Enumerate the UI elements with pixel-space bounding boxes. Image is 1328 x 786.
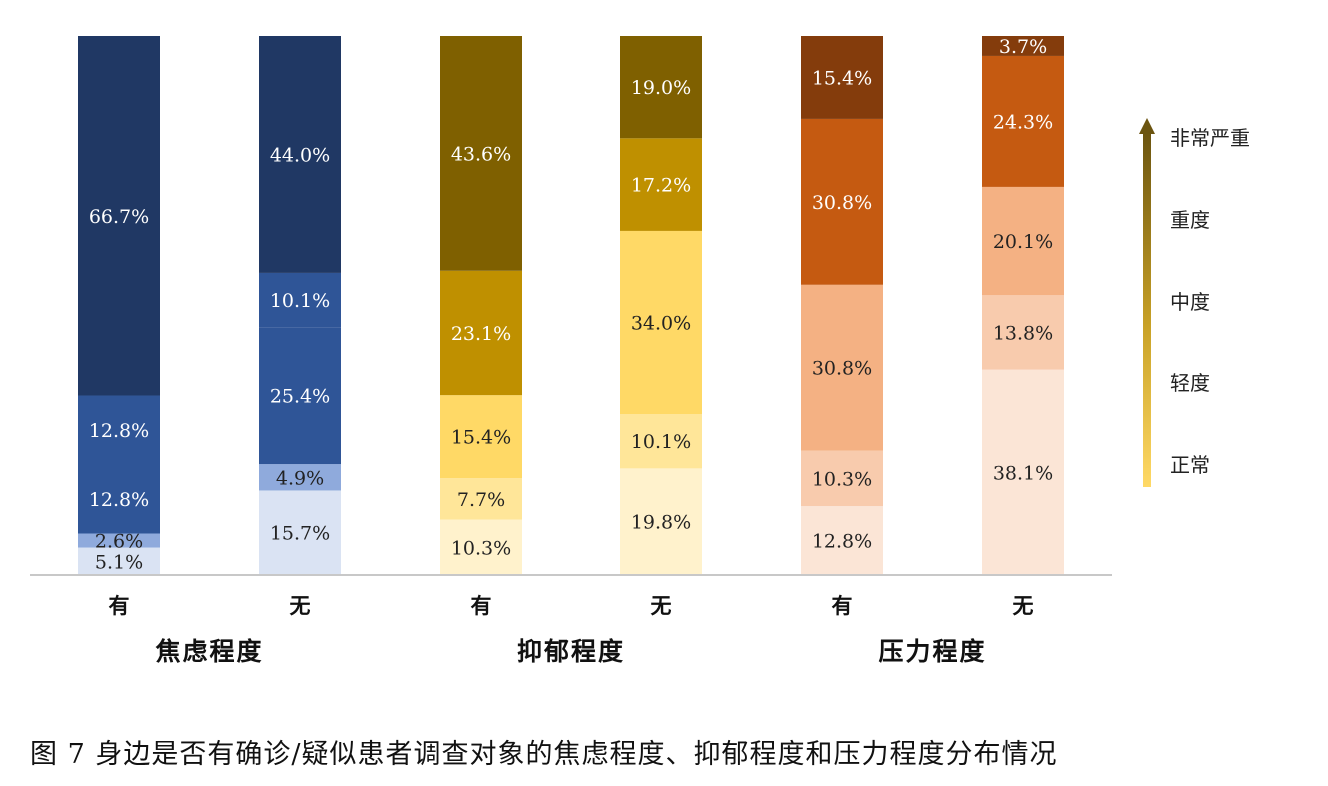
- bars-layer: 5.1%2.6% 12.8% 12.8% 66.7% 15.7% 4.9% 25.4% 10.…: [78, 36, 1064, 575]
- data-label: 24.3%: [993, 111, 1053, 133]
- data-label: 38.1%: [993, 462, 1053, 484]
- bar-segment: [440, 519, 522, 575]
- data-label: 30.8%: [812, 358, 872, 380]
- bar-segment: [620, 414, 702, 469]
- data-label: 4.9%: [276, 467, 324, 489]
- data-label: 5.1%: [95, 551, 143, 573]
- bar-segment: [620, 468, 702, 575]
- data-label: 2.6%: [95, 531, 143, 553]
- data-label: 10.3%: [451, 537, 511, 559]
- data-label: 19.0%: [631, 77, 691, 99]
- legend-gradient-bar: [1143, 133, 1151, 487]
- data-label: 43.6%: [451, 143, 511, 165]
- category-tick-label: 无: [1013, 593, 1034, 618]
- data-label: 15.4%: [451, 427, 511, 449]
- bar-segment: [801, 36, 883, 119]
- group-label: 压力程度: [878, 637, 986, 666]
- legend-level-label: 正常: [1170, 453, 1210, 477]
- figure-caption: 图 7 身边是否有确诊/疑似患者调查对象的焦虑程度、抑郁程度和压力程度分布情况: [30, 739, 1058, 770]
- group-label: 焦虑程度: [155, 637, 263, 666]
- bar-segment: [620, 138, 702, 231]
- data-label: 10.1%: [631, 431, 691, 453]
- bar-segment: [440, 36, 522, 271]
- category-tick-label: 无: [290, 593, 311, 618]
- category-tick-label: 有: [471, 593, 492, 618]
- data-label: 44.0%: [270, 144, 330, 166]
- data-label: 34.0%: [631, 312, 691, 334]
- legend-level-label: 轻度: [1170, 371, 1210, 395]
- legend-level-label: 中度: [1170, 290, 1210, 314]
- bar-segment: [78, 533, 160, 548]
- bar-segment: [982, 369, 1064, 575]
- bar-segment: [982, 295, 1064, 370]
- data-label: 12.8%: [812, 531, 872, 553]
- bar-segment: [982, 55, 1064, 187]
- data-label: 15.7%: [270, 523, 330, 545]
- bar-segment: [259, 490, 341, 575]
- legend-arrow-icon: [1139, 118, 1155, 134]
- data-label: 10.3%: [812, 468, 872, 490]
- category-labels-layer: 有无焦虑程度有 无抑郁程度有 无压力程度: [109, 593, 1034, 666]
- bar-segment: [78, 547, 160, 575]
- bar-segment: [440, 478, 522, 520]
- bar-segment: [620, 36, 702, 139]
- bar-segment: [801, 118, 883, 285]
- bar-segment: [801, 450, 883, 507]
- data-label: 13.8%: [993, 322, 1053, 344]
- data-label: 66.7%: [89, 206, 149, 228]
- group-label: 抑郁程度: [517, 637, 625, 666]
- bar-segment: [78, 464, 160, 534]
- data-label: 19.8%: [631, 512, 691, 534]
- bar-segment: [259, 464, 341, 491]
- bar-segment: [801, 284, 883, 451]
- category-tick-label: 无: [651, 593, 672, 618]
- data-label: 12.8%: [89, 420, 149, 442]
- data-label: 25.4%: [270, 386, 330, 408]
- data-label: 20.1%: [993, 231, 1053, 253]
- category-tick-label: 有: [832, 593, 853, 618]
- bar-segment: [440, 270, 522, 396]
- data-label: 15.4%: [812, 67, 872, 89]
- bar-segment: [982, 36, 1064, 56]
- data-label: 12.8%: [89, 489, 149, 511]
- data-label: 23.1%: [451, 323, 511, 345]
- bar-segment: [259, 36, 341, 273]
- data-label: 3.7%: [999, 36, 1047, 58]
- category-tick-label: 有: [109, 593, 130, 618]
- stacked-bar-chart: 5.1%2.6% 12.8% 12.8% 66.7% 15.7% 4.9% 25.4% 10.…: [30, 36, 1250, 666]
- bar-segment: [801, 506, 883, 575]
- bar-segment: [78, 395, 160, 465]
- data-label: 7.7%: [457, 489, 505, 511]
- bar-segment: [78, 36, 160, 396]
- bar-segment: [620, 230, 702, 414]
- data-label: 30.8%: [812, 192, 872, 214]
- bar-segment: [259, 327, 341, 465]
- bar-segment: [440, 395, 522, 479]
- bar-segment: [259, 272, 341, 328]
- data-label: 10.1%: [270, 290, 330, 312]
- legend-level-label: 非常严重: [1170, 126, 1250, 150]
- legend-level-label: 重度: [1170, 208, 1210, 232]
- bar-segment: [982, 186, 1064, 296]
- data-label: 17.2%: [631, 175, 691, 197]
